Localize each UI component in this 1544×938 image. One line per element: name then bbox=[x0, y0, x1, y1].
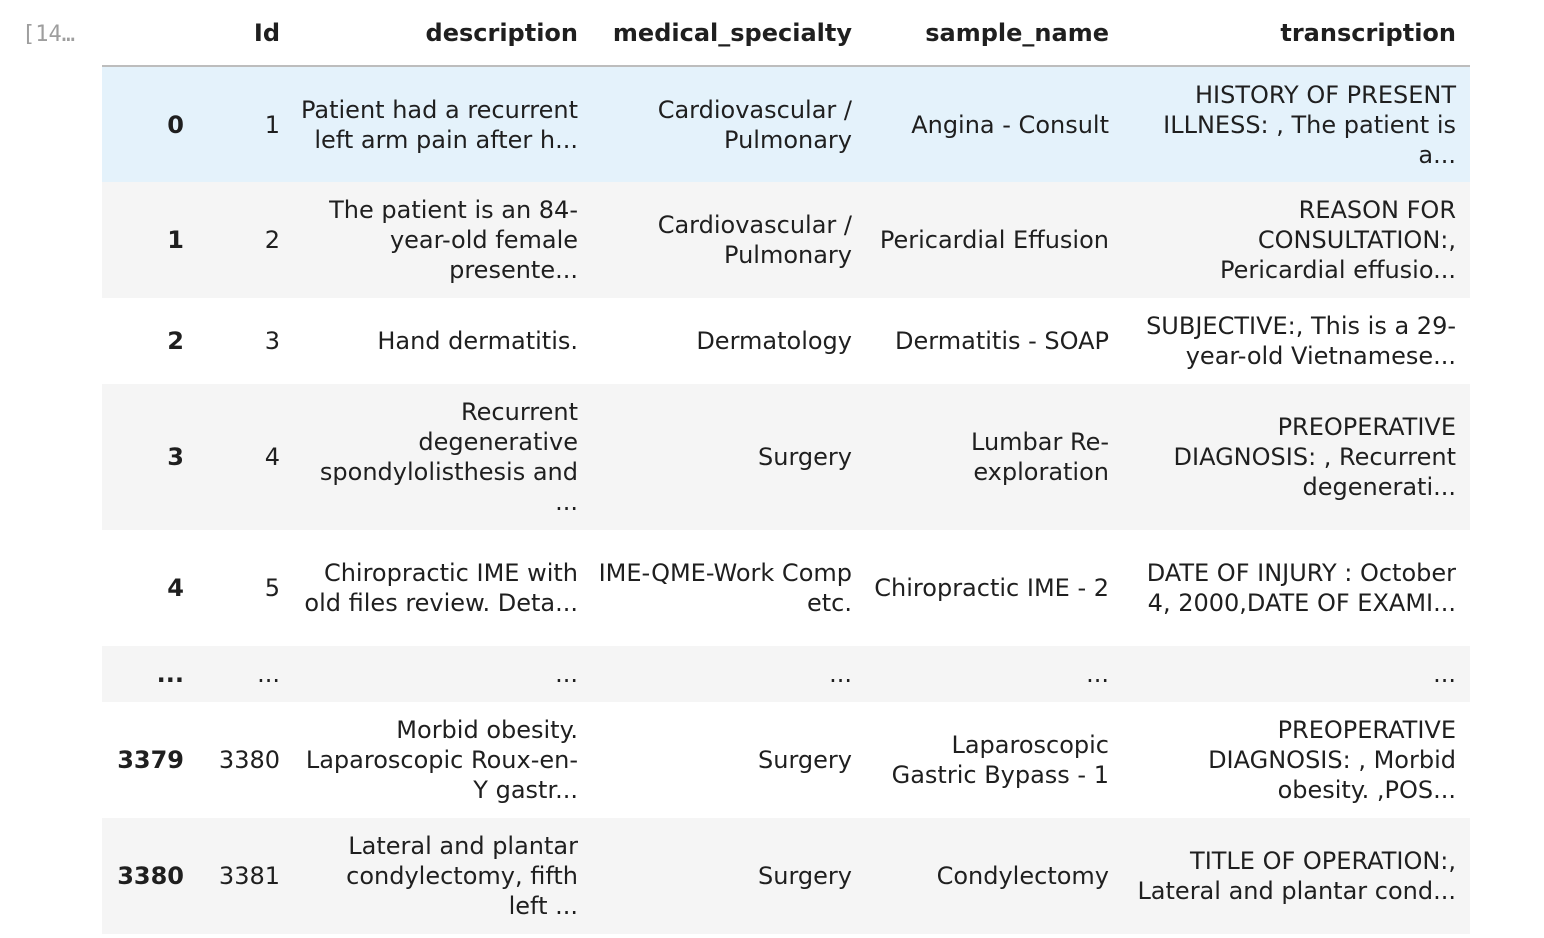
id-cell: 5 bbox=[264, 574, 280, 602]
transcription-cell: TITLE OF OPERATION:, Lateral and plantar… bbox=[1137, 847, 1456, 905]
transcription-cell: DATE OF INJURY : October 4, 2000,DATE OF… bbox=[1146, 559, 1456, 617]
header-sample-name: sample_name bbox=[866, 0, 1123, 67]
description-cell: Morbid obesity. Laparoscopic Roux-en-Y g… bbox=[305, 716, 578, 804]
transcription-cell: PREOPERATIVE DIAGNOSIS: , Recurrent dege… bbox=[1173, 413, 1456, 501]
table-row: 0 1 Patient had a recurrent left arm pain … bbox=[102, 66, 1470, 182]
medical-specialty-cell: Cardiovascular / Pulmonary bbox=[657, 211, 852, 269]
table-row: 2 3 Hand dermatitis. Dermatology Dermatitis … bbox=[102, 298, 1470, 384]
description-cell: The patient is an 84-year-old female pre… bbox=[329, 196, 578, 284]
medical-specialty-cell: Surgery bbox=[758, 746, 852, 774]
id-cell: 3 bbox=[264, 327, 280, 355]
medical-specialty-cell: Surgery bbox=[758, 862, 852, 890]
row-index-cell: 1 bbox=[167, 226, 184, 254]
id-cell: 2 bbox=[264, 226, 280, 254]
table-header: Id description medical_specialty sample_… bbox=[102, 0, 1470, 67]
header-id: Id bbox=[198, 0, 294, 67]
header-medical-specialty: medical_specialty bbox=[592, 0, 866, 67]
sample-name-cell: Lumbar Re-exploration bbox=[971, 428, 1109, 486]
table-row: 1 2 The patient is an 84-year-old female p… bbox=[102, 182, 1470, 298]
row-index-cell: 0 bbox=[167, 110, 184, 139]
table-row: 3 4 Recurrent degenerative spondylolisthes… bbox=[102, 384, 1470, 530]
sample-name-cell: Pericardial Effusion bbox=[879, 226, 1109, 254]
sample-name-cell: ... bbox=[1086, 660, 1109, 688]
id-cell: 3381 bbox=[218, 862, 280, 890]
table-row: .................. bbox=[102, 646, 1470, 702]
medical-specialty-cell: Dermatology bbox=[696, 327, 852, 355]
dataframe-table: Id description medical_specialty sample_… bbox=[102, 0, 1470, 934]
table-row: 3379 3380 Morbid obesity. Laparoscopic Rou… bbox=[102, 702, 1470, 818]
row-index-cell: 2 bbox=[167, 327, 184, 355]
description-cell: Chiropractic IME with old files review. … bbox=[304, 559, 578, 617]
row-index-cell: 3380 bbox=[117, 862, 184, 890]
id-cell: ... bbox=[257, 660, 280, 688]
id-cell: 4 bbox=[264, 443, 280, 471]
id-cell: 1 bbox=[264, 110, 280, 139]
description-cell: Hand dermatitis. bbox=[377, 327, 578, 355]
description-cell: ... bbox=[555, 660, 578, 688]
table-row: 4 5 Chiropractic IME with old files review… bbox=[102, 530, 1470, 646]
id-cell: 3380 bbox=[218, 746, 280, 774]
sample-name-cell: Dermatitis - SOAP bbox=[895, 327, 1109, 355]
medical-specialty-cell: Cardiovascular / Pulmonary bbox=[657, 95, 852, 154]
sample-name-cell: Chiropractic IME - 2 bbox=[874, 574, 1109, 602]
table-body: 0 1 Patient had a recurrent left arm pain … bbox=[102, 66, 1470, 934]
medical-specialty-cell: Surgery bbox=[758, 443, 852, 471]
sample-name-cell: Laparoscopic Gastric Bypass - 1 bbox=[891, 731, 1109, 789]
description-cell: Lateral and plantar condylectomy, fifth … bbox=[346, 832, 578, 920]
sample-name-cell: Condylectomy bbox=[936, 862, 1109, 890]
header-row: Id description medical_specialty sample_… bbox=[102, 0, 1470, 67]
transcription-cell: HISTORY OF PRESENT ILLNESS: , The patien… bbox=[1163, 80, 1456, 169]
header-description: description bbox=[294, 0, 592, 67]
header-transcription: transcription bbox=[1123, 0, 1470, 67]
table-row: 3380 3381 Lateral and plantar condylectomy… bbox=[102, 818, 1470, 934]
row-index-cell: 3379 bbox=[117, 746, 184, 774]
description-cell: Recurrent degenerative spondylolisthesis… bbox=[319, 398, 578, 516]
sample-name-cell: Angina - Consult bbox=[911, 110, 1109, 139]
header-index bbox=[102, 0, 198, 67]
dataframe-output: Id description medical_specialty sample_… bbox=[102, 0, 1470, 934]
transcription-cell: REASON FOR CONSULTATION:, Pericardial ef… bbox=[1219, 196, 1456, 284]
row-index-cell: 4 bbox=[167, 574, 184, 602]
cell-execution-count: [14… bbox=[22, 22, 75, 47]
description-cell: Patient had a recurrent left arm pain af… bbox=[301, 95, 578, 154]
transcription-cell: PREOPERATIVE DIAGNOSIS: , Morbid obesity… bbox=[1208, 716, 1456, 804]
row-index-cell: ... bbox=[156, 660, 184, 688]
medical-specialty-cell: IME-QME-Work Comp etc. bbox=[598, 559, 852, 617]
transcription-cell: ... bbox=[1433, 660, 1456, 688]
row-index-cell: 3 bbox=[167, 443, 184, 471]
transcription-cell: SUBJECTIVE:, This is a 29-year-old Vietn… bbox=[1146, 312, 1456, 370]
medical-specialty-cell: ... bbox=[829, 660, 852, 688]
